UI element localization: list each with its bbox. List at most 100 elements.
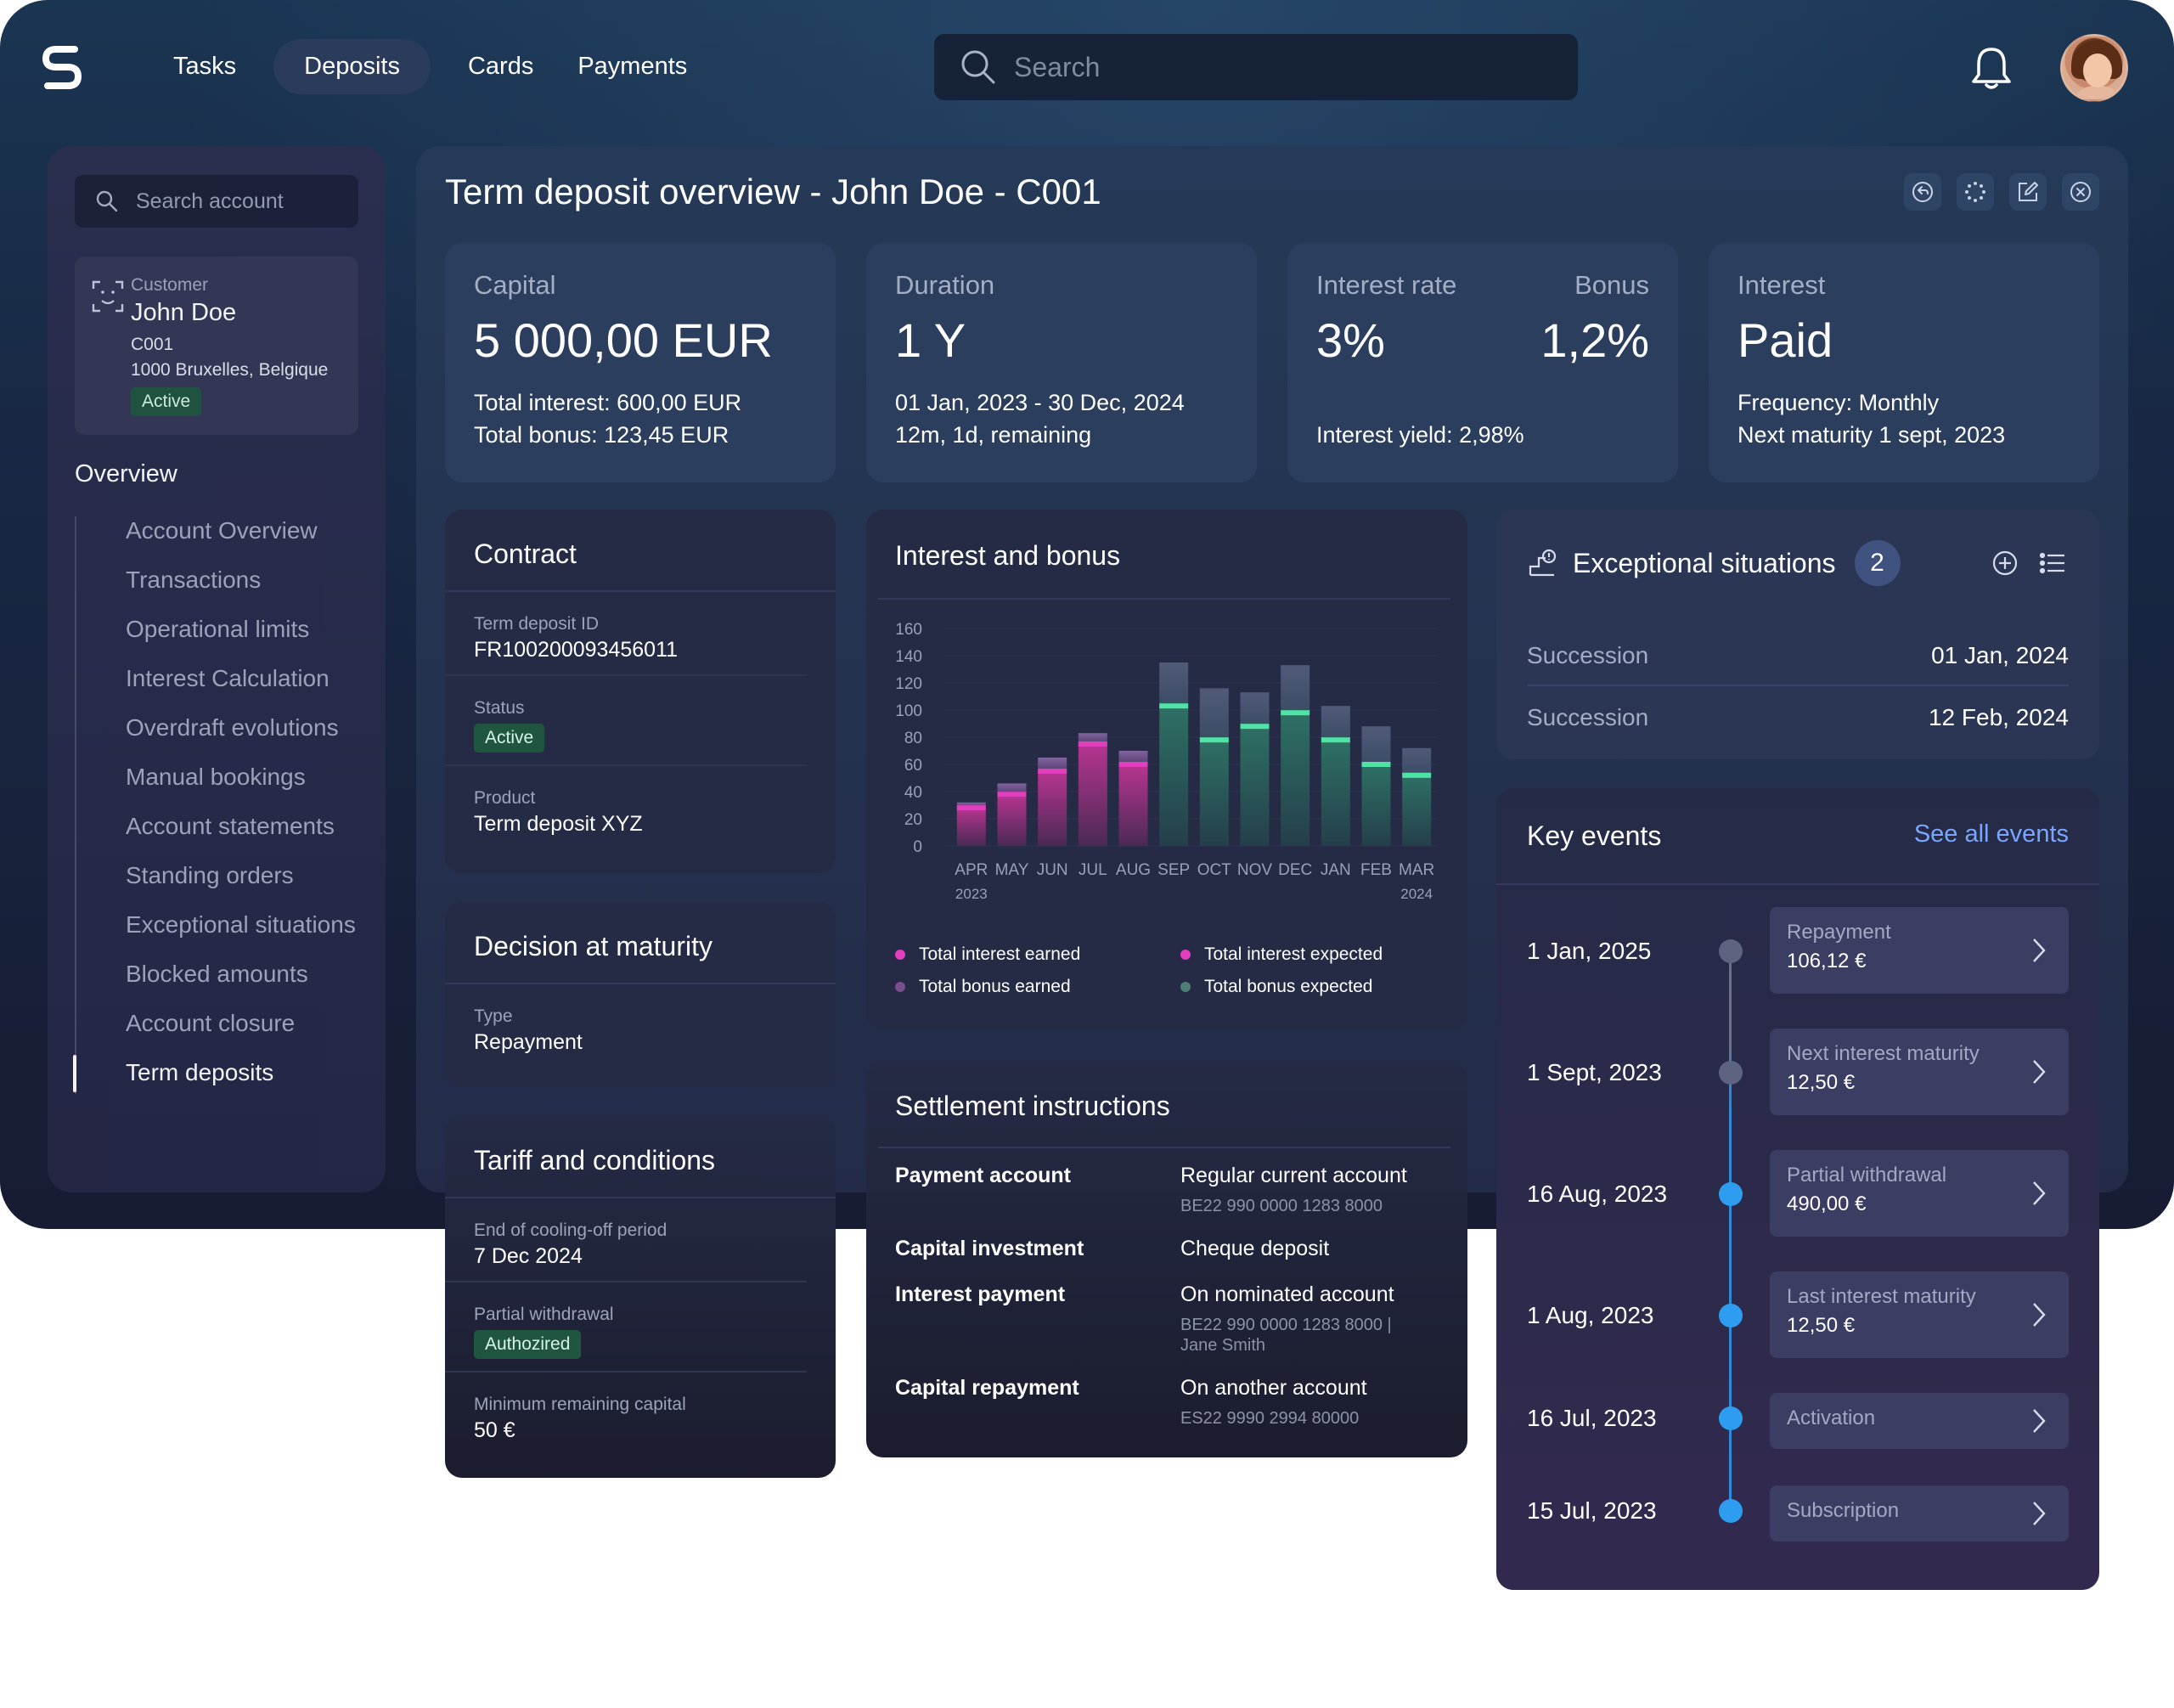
refresh-button[interactable] [1957, 173, 1994, 211]
timeline-dot [1719, 939, 1743, 963]
see-all-events-link[interactable]: See all events [1913, 820, 2069, 848]
total-bonus: Total bonus: 123,45 EUR [474, 422, 729, 448]
exceptional-count-badge: 2 [1854, 540, 1901, 586]
interest-status-card: Interest Paid Frequency: Monthly Next ma… [1709, 243, 2099, 482]
event-subscription[interactable]: Subscription [1770, 1485, 2069, 1542]
sidebar-item-overdraft-evolutions[interactable]: Overdraft evolutions [126, 714, 339, 741]
avatar-face [2083, 54, 2112, 87]
divider [878, 1147, 1450, 1148]
chart-x-tick-label: NOV [1237, 861, 1273, 879]
sidebar-menu: Account Overview Transactions Operationa… [73, 506, 362, 1097]
event-activation[interactable]: Activation [1770, 1393, 2069, 1449]
sidebar-item-account-closure[interactable]: Account closure [126, 1010, 296, 1036]
decision-card: Decision at maturity Type Repayment [445, 902, 836, 1087]
event-title: Next interest maturity [1787, 1042, 1980, 1065]
chevron-right-icon [2033, 1060, 2046, 1084]
bar-bonus-jun [1038, 758, 1067, 771]
chart-x-tick-label: MAY [995, 861, 1029, 879]
status-field: Status Active [445, 676, 807, 766]
settlement-label: Capital repayment [895, 1376, 1079, 1400]
account-search-placeholder: Search account [136, 189, 284, 213]
add-circle-icon[interactable] [1991, 549, 2019, 578]
chart-y-tick-label: 160 [895, 621, 922, 639]
alert-person-icon [1529, 549, 1557, 577]
sidebar-item-transactions[interactable]: Transactions [126, 567, 262, 593]
divider [445, 590, 836, 592]
sidebar-item-account-overview[interactable]: Account Overview [126, 517, 318, 544]
bar-interest-apr [956, 808, 986, 846]
bar-interest-jul [1078, 744, 1107, 846]
sidebar-item-interest-calculation[interactable]: Interest Calculation [126, 665, 329, 691]
exceptional-row[interactable]: Succession 12 Feb, 2024 [1527, 688, 2069, 747]
account-search-input[interactable]: Search account [75, 175, 358, 228]
chart-x-tick-label: FEB [1360, 861, 1392, 879]
event-partial-withdrawal[interactable]: Partial withdrawal 490,00 € [1770, 1150, 2069, 1237]
loading-dots-icon [1965, 182, 1985, 202]
nav-payments[interactable]: Payments [577, 53, 688, 80]
sidebar-item-term-deposits[interactable]: Term deposits [73, 1048, 362, 1097]
event-repayment[interactable]: Repayment 106,12 € [1770, 907, 2069, 994]
duration-card: Duration 1 Y 01 Jan, 2023 - 30 Dec, 2024… [866, 243, 1257, 482]
event-last-interest-maturity[interactable]: Last interest maturity 12,50 € [1770, 1271, 2069, 1358]
duration-remaining: 12m, 1d, remaining [895, 422, 1092, 448]
user-avatar[interactable] [2060, 34, 2128, 102]
nav-tasks[interactable]: Tasks [173, 53, 237, 80]
sidebar-item-account-statements[interactable]: Account statements [126, 813, 335, 839]
settlement-sub: Jane Smith [1180, 1336, 1266, 1355]
exceptional-situations-card: Exceptional situations 2 Succession 01 J… [1496, 510, 2099, 759]
event-title: Activation [1787, 1406, 1876, 1429]
legend-bonus-earned: Total bonus earned [895, 977, 1180, 997]
interest-rate-label: Interest rate [1316, 270, 1457, 300]
bar-bonus-jan [1321, 706, 1350, 741]
notifications-bell-icon[interactable] [1968, 44, 2014, 92]
event-next-interest-maturity[interactable]: Next interest maturity 12,50 € [1770, 1029, 2069, 1115]
settlement-value: On nominated account [1180, 1282, 1394, 1306]
nav-cards[interactable]: Cards [467, 53, 534, 80]
legend-label: Total interest expected [1204, 944, 1383, 964]
global-search-input[interactable]: Search [934, 34, 1578, 100]
sidebar-item-standing-orders[interactable]: Standing orders [126, 862, 294, 888]
list-icon[interactable] [2038, 549, 2067, 578]
undo-button[interactable] [1904, 173, 1941, 211]
partial-withdrawal-badge: Authozired [474, 1330, 582, 1359]
bar-interest-mar [1402, 775, 1432, 846]
bar-marker-jul [1078, 741, 1107, 747]
event-title: Last interest maturity [1787, 1285, 1976, 1308]
interest-yield: Interest yield: 2,98% [1316, 422, 1524, 448]
exceptional-date: 12 Feb, 2024 [1928, 704, 2069, 730]
sidebar-section-title: Overview [75, 460, 177, 488]
chart-y-tick-label: 60 [904, 757, 922, 775]
sidebar-item-blocked-amounts[interactable]: Blocked amounts [126, 961, 308, 987]
sidebar-item-exceptional-situations[interactable]: Exceptional situations [126, 911, 356, 938]
bonus-value: 1,2% [1540, 313, 1649, 367]
app-logo[interactable] [41, 42, 83, 92]
bar-interest-sep [1159, 706, 1189, 846]
term-deposit-id-field: Term deposit ID FR100200093456011 [445, 592, 807, 676]
event-amount: 490,00 € [1787, 1192, 1867, 1215]
contract-card: Contract Term deposit ID FR1002000934560… [445, 510, 836, 873]
settlement-title: Settlement instructions [895, 1091, 1170, 1121]
sidebar-item-manual-bookings[interactable]: Manual bookings [126, 764, 306, 790]
legend-label: Total bonus expected [1204, 977, 1373, 996]
nav-deposits[interactable]: Deposits [273, 39, 431, 94]
settlement-value: Regular current account [1180, 1164, 1407, 1187]
timeline-dot [1719, 1182, 1743, 1206]
tariff-card: Tariff and conditions End of cooling-off… [445, 1116, 836, 1478]
exceptional-row[interactable]: Succession 01 Jan, 2024 [1527, 627, 2069, 686]
bar-interest-dec [1281, 713, 1310, 846]
customer-card[interactable]: Customer John Doe C001 1000 Bruxelles, B… [75, 256, 358, 435]
edit-button[interactable] [2009, 173, 2047, 211]
settlement-sub: BE22 990 0000 1283 8000 [1180, 1197, 1383, 1215]
chart-y-tick-label: 80 [904, 730, 922, 747]
close-button[interactable] [2062, 173, 2099, 211]
next-maturity: Next maturity 1 sept, 2023 [1738, 422, 2006, 448]
bar-interest-jun [1038, 771, 1067, 846]
term-deposit-id-value: FR100200093456011 [474, 638, 679, 662]
sidebar-item-operational-limits[interactable]: Operational limits [126, 616, 310, 642]
chart-year-start: 2023 [955, 886, 988, 902]
minimum-capital-value: 50 € [474, 1418, 515, 1442]
legend-label: Total bonus earned [919, 977, 1071, 996]
legend-interest-expected: Total interest expected [1180, 944, 1435, 965]
search-icon [96, 190, 118, 212]
capital-card: Capital 5 000,00 EUR Total interest: 600… [445, 243, 836, 482]
